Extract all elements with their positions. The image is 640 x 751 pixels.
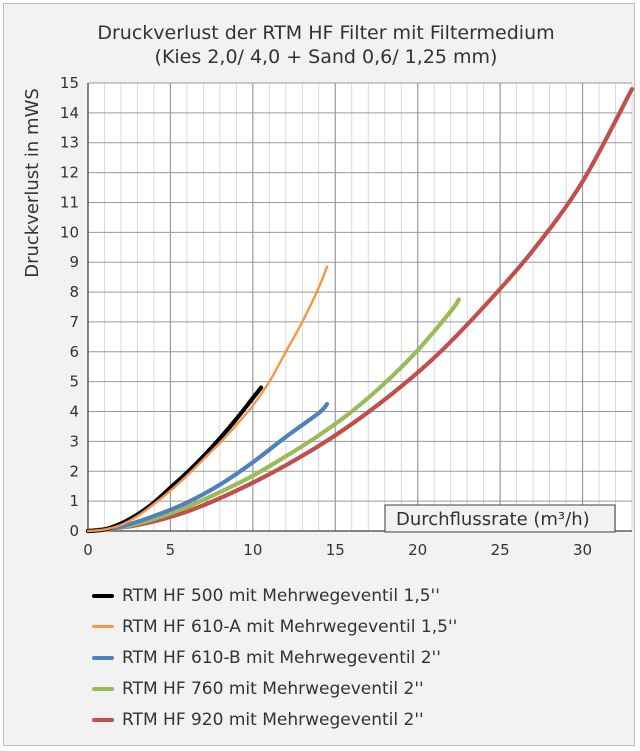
legend-swatch: [92, 686, 114, 691]
legend-swatch: [92, 593, 114, 598]
y-tick-label: 15: [60, 74, 79, 92]
series-line-1: [86, 265, 329, 533]
legend: RTM HF 500 mit Mehrwegeventil 1,5'' RTM H…: [92, 580, 457, 735]
x-tick-label: 15: [326, 541, 345, 559]
legend-item-4: RTM HF 920 mit Mehrwegeventil 2'': [92, 704, 457, 735]
x-tick-label: 0: [83, 541, 93, 559]
chart-frame: Druckverlust der RTM HF Filter mit Filte…: [3, 3, 635, 746]
y-tick-label: 12: [60, 164, 79, 182]
x-axis-label-box: [384, 504, 616, 533]
x-axis-label: Durchflussrate (m³/h): [396, 509, 590, 530]
series-line-4: [85, 86, 635, 534]
legend-label: RTM HF 610-A mit Mehrwegeventil 1,5'': [122, 616, 458, 637]
y-tick-label: 6: [69, 343, 79, 361]
x-tick-label: 10: [243, 541, 262, 559]
y-tick-label: 1: [69, 492, 79, 510]
x-tick-label: 25: [491, 541, 510, 559]
series-line-3: [85, 297, 462, 534]
grid-lines: [87, 82, 633, 532]
legend-item-0: RTM HF 500 mit Mehrwegeventil 1,5'': [92, 580, 457, 611]
legend-swatch: [92, 655, 114, 660]
legend-item-1: RTM HF 610-A mit Mehrwegeventil 1,5'': [92, 611, 457, 642]
y-tick-label: 9: [69, 253, 79, 271]
y-axis-label: Druckverlust in mWS: [22, 88, 43, 278]
legend-label: RTM HF 610-B mit Mehrwegeventil 2'': [122, 647, 441, 668]
legend-swatch: [92, 717, 114, 722]
y-tick-label: 13: [60, 134, 79, 152]
y-tick-label: 14: [60, 104, 79, 122]
series-line-2: [85, 401, 330, 534]
y-tick-label: 5: [69, 373, 79, 391]
y-tick-label: 0: [69, 522, 79, 540]
plot-area: [88, 83, 632, 531]
line-chart: Druckverlust der RTM HF Filter mit Filte…: [22, 22, 635, 559]
y-tick-label: 4: [69, 403, 79, 421]
chart-title-line-1: Druckverlust der RTM HF Filter mit Filte…: [97, 22, 554, 44]
legend-label: RTM HF 920 mit Mehrwegeventil 2'': [122, 709, 424, 730]
y-tick-label: 7: [69, 313, 79, 331]
legend-item-2: RTM HF 610-B mit Mehrwegeventil 2'': [92, 642, 457, 673]
legend-label: RTM HF 500 mit Mehrwegeventil 1,5'': [122, 585, 440, 606]
series-lines: [85, 86, 635, 534]
y-tick-label: 10: [60, 223, 79, 241]
legend-label: RTM HF 760 mit Mehrwegeventil 2'': [122, 678, 424, 699]
legend-item-3: RTM HF 760 mit Mehrwegeventil 2'': [92, 673, 457, 704]
x-tick-label: 20: [408, 541, 427, 559]
chart-title-line-2: (Kies 2,0/ 4,0 + Sand 0,6/ 1,25 mm): [155, 46, 498, 68]
legend-swatch: [92, 625, 114, 628]
x-tick-label: 5: [166, 541, 176, 559]
series-line-0: [85, 385, 264, 534]
y-tick-label: 8: [69, 283, 79, 301]
y-tick-label: 11: [60, 193, 79, 211]
x-tick-label: 30: [573, 541, 592, 559]
y-tick-label: 3: [69, 432, 79, 450]
y-tick-label: 2: [69, 462, 79, 480]
